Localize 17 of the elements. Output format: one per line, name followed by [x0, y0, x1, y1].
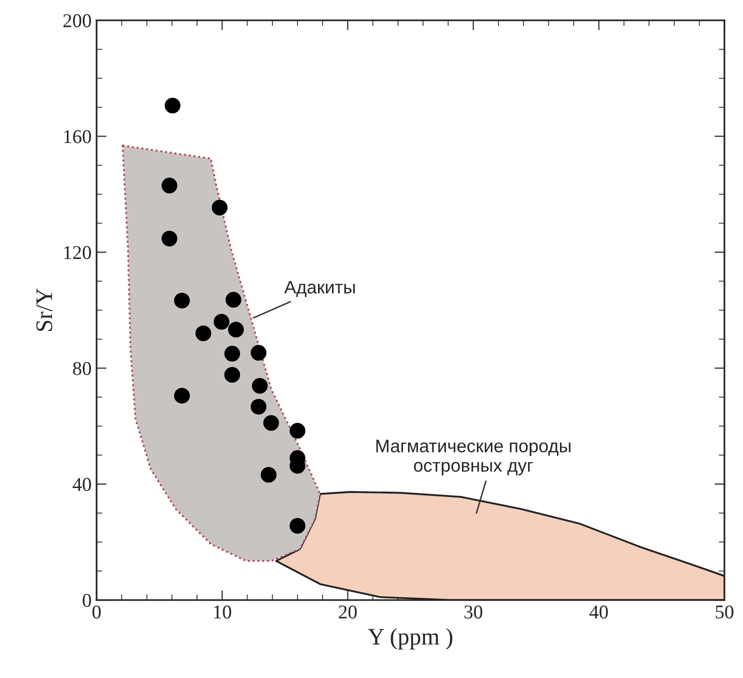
annotation: Адакиты: [284, 280, 355, 297]
y-tick-label: 160: [64, 130, 91, 144]
x-tick-label: 30: [464, 605, 482, 619]
x-tick-label: 20: [338, 605, 357, 619]
y-tick-label: 200: [63, 14, 91, 28]
y-axis-title: Sr/Y: [36, 288, 52, 331]
x-axis-title: Y (ppm ): [368, 628, 452, 650]
y-tick-label: 0: [82, 594, 91, 607]
point: [164, 98, 180, 114]
x-tick-label: 10: [214, 605, 232, 619]
x-tick-label: 40: [590, 605, 608, 619]
y-tick-label: 80: [73, 362, 91, 376]
y-tick-label: 40: [72, 478, 91, 492]
x-tick-label: 0: [92, 605, 101, 619]
y-tick-label: 120: [64, 246, 91, 260]
annotation: Магматические породы островных дуг: [376, 440, 570, 476]
x-tick-label: 50: [716, 605, 734, 619]
